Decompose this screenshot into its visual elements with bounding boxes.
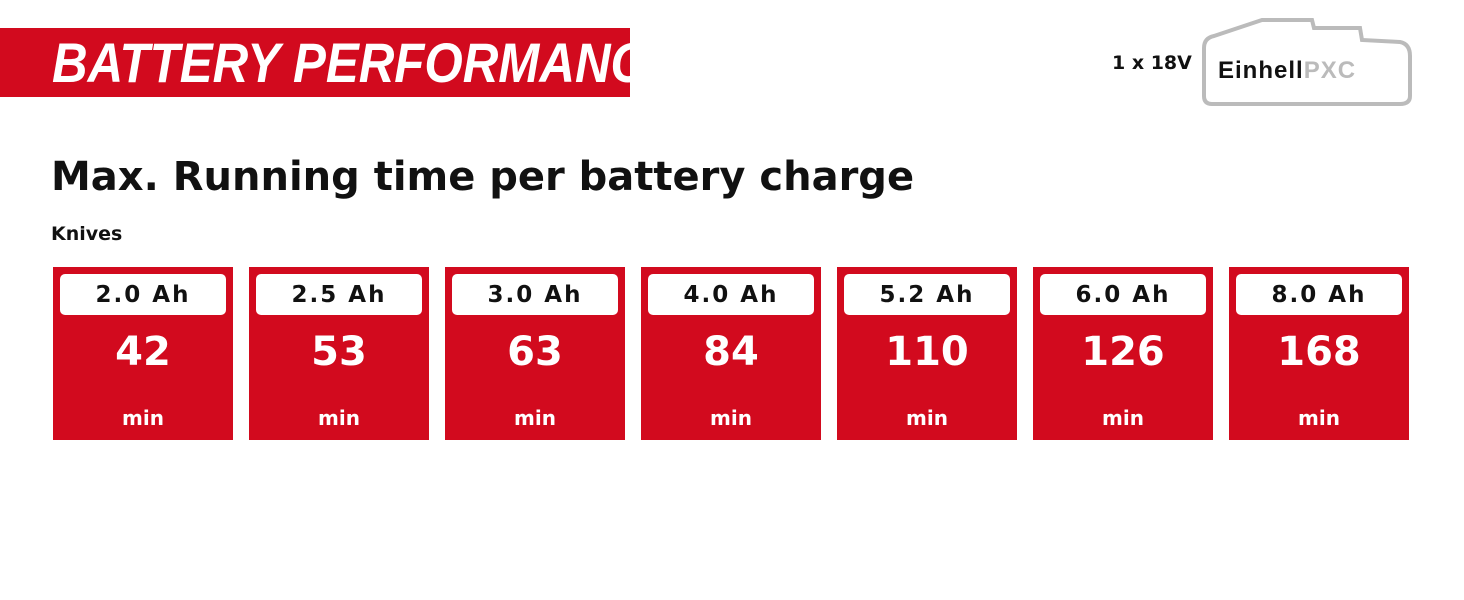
header-banner: BATTERY PERFORMANCE — [0, 28, 679, 97]
runtime-card: 3.0 Ah 63 min — [445, 267, 625, 440]
runtime-value: 126 — [1081, 329, 1165, 375]
battery-capacity: 2.5 Ah — [256, 274, 422, 315]
runtime-unit: min — [1298, 406, 1340, 430]
runtime-card: 4.0 Ah 84 min — [641, 267, 821, 440]
einhell-pxc-logo: EinhellPXC — [1218, 57, 1357, 84]
runtime-card: 5.2 Ah 110 min — [837, 267, 1017, 440]
battery-capacity: 2.0 Ah — [60, 274, 226, 315]
runtime-card: 6.0 Ah 126 min — [1033, 267, 1213, 440]
runtime-unit: min — [710, 406, 752, 430]
runtime-unit: min — [318, 406, 360, 430]
battery-capacity: 3.0 Ah — [452, 274, 618, 315]
runtime-unit: min — [906, 406, 948, 430]
battery-capacity: 8.0 Ah — [1236, 274, 1402, 315]
battery-voltage: 1 x 18V — [1112, 52, 1192, 74]
battery-outline-icon — [1202, 18, 1412, 106]
runtime-value: 84 — [703, 329, 759, 375]
runtime-card: 8.0 Ah 168 min — [1229, 267, 1409, 440]
runtime-value: 63 — [507, 329, 563, 375]
runtime-value: 42 — [115, 329, 171, 375]
runtime-card: 2.0 Ah 42 min — [53, 267, 233, 440]
battery-capacity: 4.0 Ah — [648, 274, 814, 315]
runtime-value: 168 — [1277, 329, 1361, 375]
runtime-card: 2.5 Ah 53 min — [249, 267, 429, 440]
runtime-unit: min — [1102, 406, 1144, 430]
page-title: Max. Running time per battery charge — [51, 154, 915, 200]
banner-title: BATTERY PERFORMANCE — [52, 31, 679, 94]
runtime-unit: min — [122, 406, 164, 430]
tool-label: Knives — [51, 223, 123, 245]
battery-capacity: 5.2 Ah — [844, 274, 1010, 315]
runtime-value: 53 — [311, 329, 367, 375]
runtime-value: 110 — [885, 329, 969, 375]
battery-capacity: 6.0 Ah — [1040, 274, 1206, 315]
runtime-unit: min — [514, 406, 556, 430]
